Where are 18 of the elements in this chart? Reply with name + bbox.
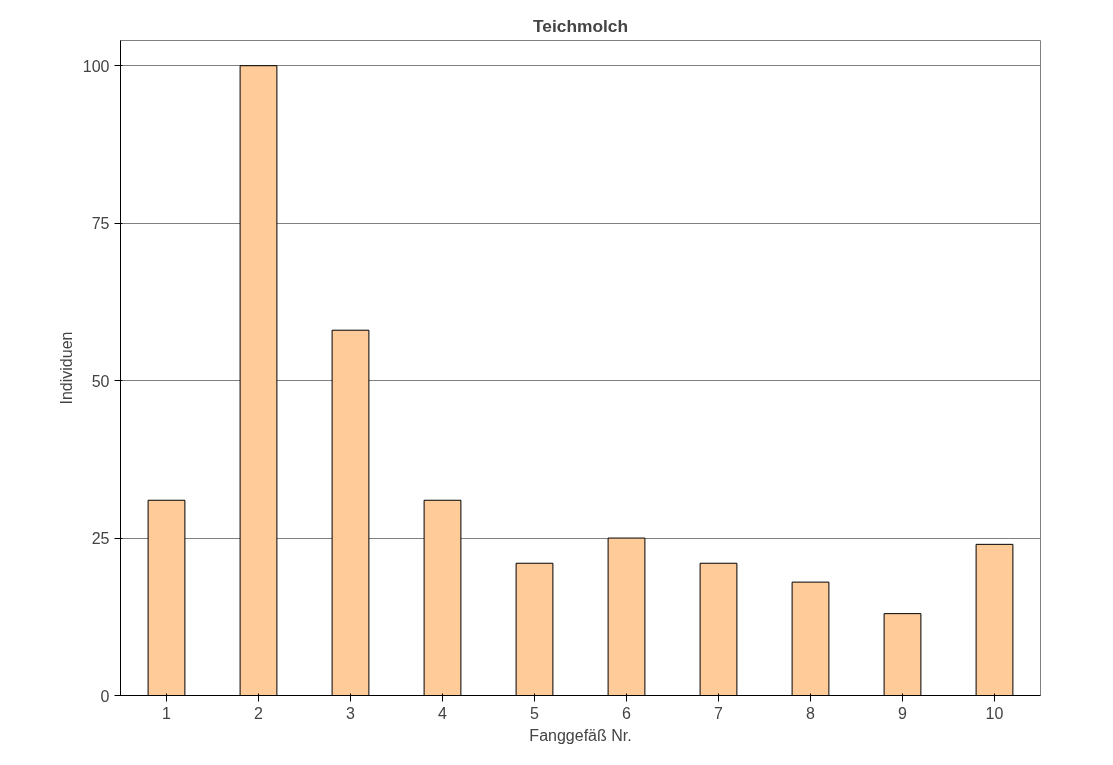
x-tick-label: 3 xyxy=(346,704,356,722)
x-tick-label: 8 xyxy=(806,704,816,722)
x-tick-label: 4 xyxy=(438,704,448,722)
chart-title: Teichmolch xyxy=(533,15,629,36)
x-tick-label: 9 xyxy=(898,704,908,722)
y-tick-label: 50 xyxy=(91,372,110,390)
y-tick-label: 100 xyxy=(82,57,110,75)
y-tick-label: 0 xyxy=(100,687,110,705)
y-tick-label: 25 xyxy=(91,530,110,548)
x-axis-title: Fanggefäß Nr. xyxy=(529,726,632,744)
x-tick-label: 7 xyxy=(714,704,724,722)
x-tick-label: 10 xyxy=(985,704,1004,722)
x-tick-label: 5 xyxy=(530,704,540,722)
y-tick-label: 75 xyxy=(91,215,110,233)
x-tick-label: 1 xyxy=(162,704,172,722)
x-tick-label: 2 xyxy=(254,704,264,722)
y-axis-title: Individuen xyxy=(57,331,75,405)
x-tick-label: 6 xyxy=(622,704,632,722)
